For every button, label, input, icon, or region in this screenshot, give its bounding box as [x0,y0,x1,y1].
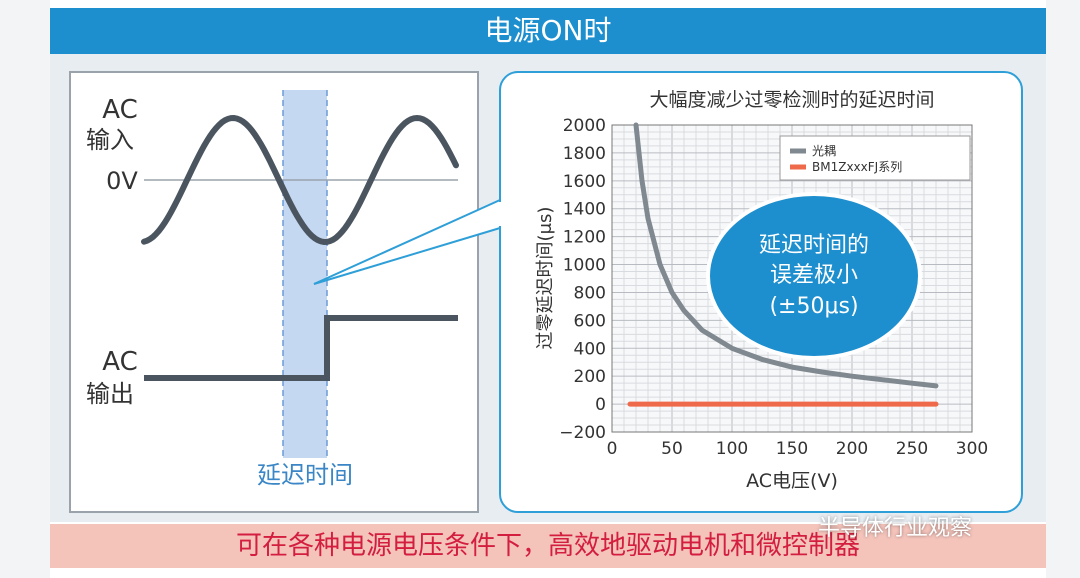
ac-input-label-line2: 输入 [86,126,134,154]
plot-frame [611,124,973,433]
footer-bar [50,524,1046,568]
y-tick-label: 0 [595,395,606,415]
footer-text: 可在各种电源电压条件下，高效地驱动电机和微控制器 [235,531,860,561]
chart-title: 大幅度减少过零检测时的延迟时间 [649,89,934,111]
y-tick-label: 800 [574,283,606,303]
x-tick-label: 0 [607,439,618,459]
x-tick-label: 250 [896,439,928,459]
callout-bubble [706,192,922,360]
x-tick-label: 200 [836,439,868,459]
x-tick-label: 300 [956,439,988,459]
x-tick-label: 100 [716,439,748,459]
callout-pointer-edge-top [313,199,501,285]
y-tick-label: 1000 [563,256,606,276]
y-tick-labels: 2000180016001400120010008006004002000−20… [559,116,606,443]
series-line-optocoupler [633,122,939,389]
y-axis-label: 过零延迟时间(μs) [535,207,556,350]
x-tick-label: 150 [776,439,808,459]
legend-box [779,135,971,181]
y-tick-label: 1600 [563,172,606,192]
watermark: 半导体行业观察 [818,516,973,541]
y-tick-label: −200 [559,423,606,443]
ac-output-step [144,315,458,381]
series-layer [627,122,939,407]
header-bar [50,8,1046,54]
legend-label-optocoupler: 光耦 [812,144,836,158]
legend-label-bm1z: BM1ZxxxFJ系列 [812,160,902,174]
y-tick-label: 1400 [563,200,606,220]
zero-volt-label: 0V [106,167,138,195]
waveform-panel [69,71,479,513]
y-tick-label: 2000 [563,116,606,136]
ac-input-label-line1: AC [102,95,137,125]
y-tick-label: 1200 [563,228,606,248]
x-tick-labels: 0 50 100 150 200 250 300 [607,439,989,459]
ac-output-label-line2: 输出 [86,380,134,408]
header-title: 电源ON时 [484,14,612,47]
right-margin [1046,0,1080,578]
x-axis-label: AC电压(V) [746,470,838,492]
y-tick-label: 400 [574,339,606,359]
y-tick-label: 600 [574,311,606,331]
ac-output-label-line1: AC [102,347,137,377]
ac-input-sine-wave [141,114,459,246]
callout-line2: 误差极小 [770,263,858,288]
delay-time-label: 延迟时间 [257,461,353,489]
y-tick-label: 1800 [563,144,606,164]
x-tick-label: 50 [661,439,683,459]
delay-band [283,90,327,458]
y-tick-label: 200 [574,367,606,387]
callout-line3: (±50μs) [769,294,858,319]
left-margin [0,0,50,578]
callout-line1: 延迟时间的 [759,233,869,258]
callout-pointer-edge-bottom [313,227,501,285]
